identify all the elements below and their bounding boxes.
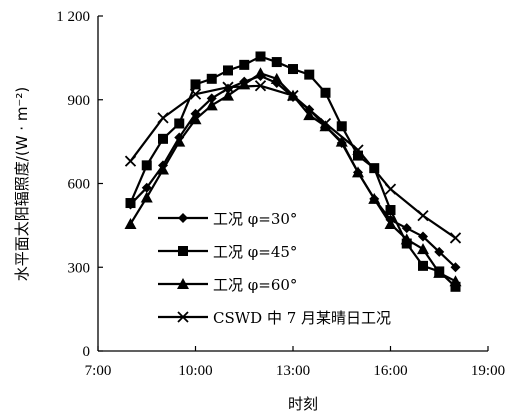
data-point-square — [288, 64, 298, 75]
y-axis-title: 水平面太阳辐照度/(W · m⁻²) — [13, 87, 31, 281]
data-point-square — [158, 133, 168, 144]
data-point-square — [271, 57, 282, 68]
x-axis-title: 时刻 — [288, 395, 318, 413]
data-point-x — [384, 183, 397, 195]
data-point-diamond — [206, 93, 217, 104]
data-point-triangle — [352, 166, 364, 178]
data-point-triangle — [417, 243, 429, 255]
y-tick-label: 0 — [83, 344, 91, 360]
legend-marker-x — [177, 311, 189, 323]
data-point-diamond — [223, 83, 233, 94]
data-point-square — [320, 87, 331, 98]
data-point-square — [125, 198, 136, 209]
data-point-square — [141, 160, 152, 171]
data-point-triangle — [270, 72, 283, 84]
data-point-square — [353, 150, 363, 161]
legend-marker-triangle — [177, 278, 189, 289]
data-point-x — [189, 88, 202, 100]
data-point-triangle — [335, 135, 348, 147]
data-point-square — [385, 205, 396, 216]
data-point-x — [287, 89, 299, 102]
data-point-triangle — [238, 78, 251, 90]
data-point-square — [369, 163, 380, 174]
y-tick-label: 1 200 — [56, 9, 90, 25]
data-point-x — [157, 112, 169, 124]
x-tick-label: 19:00 — [471, 363, 505, 379]
data-point-triangle — [303, 109, 316, 121]
data-point-square — [336, 121, 347, 132]
data-point-triangle — [368, 192, 381, 204]
data-point-x — [254, 80, 267, 92]
data-point-triangle — [449, 275, 462, 287]
data-point-triangle — [173, 135, 186, 147]
data-point-x — [124, 155, 137, 167]
data-point-triangle — [319, 120, 332, 132]
data-point-square — [418, 260, 428, 271]
data-point-diamond — [418, 231, 428, 242]
data-point-square — [206, 73, 217, 84]
data-point-triangle — [205, 99, 218, 111]
data-point-square — [255, 51, 266, 62]
data-point-square — [174, 118, 185, 129]
legend-label: CSWD 中 7 月某晴日工况 — [213, 309, 391, 327]
data-point-square — [223, 65, 233, 76]
data-point-triangle — [254, 67, 267, 79]
data-point-square — [239, 59, 250, 70]
legend-label: 工况 φ=45° — [213, 243, 297, 261]
x-tick-label: 16:00 — [373, 363, 407, 379]
y-tick-label: 600 — [68, 177, 91, 193]
data-point-diamond — [434, 246, 445, 257]
data-point-triangle — [400, 233, 413, 245]
data-point-triangle — [124, 217, 137, 229]
data-point-triangle — [433, 266, 446, 278]
data-point-x — [319, 117, 332, 130]
data-point-square — [450, 281, 461, 292]
data-point-triangle — [157, 163, 169, 175]
data-point-square — [304, 69, 315, 80]
data-point-x — [352, 144, 364, 156]
legend-label: 工况 φ=60° — [213, 276, 297, 294]
legend-label: 工况 φ=30° — [213, 210, 297, 228]
data-point-diamond — [401, 223, 412, 234]
x-tick-label: 7:00 — [85, 363, 112, 379]
data-point-triangle — [189, 113, 202, 125]
data-point-x — [222, 81, 234, 93]
legend-marker-diamond — [178, 213, 188, 223]
series-markers — [124, 51, 462, 292]
axis-ticks: 7:00 10:00 13:00 16:00 19:00 0 300 600 900 1 200 — [56, 9, 505, 379]
x-tick-label: 13:00 — [276, 363, 310, 379]
data-point-triangle — [384, 217, 397, 229]
data-point-diamond — [450, 262, 461, 273]
data-point-x — [449, 232, 462, 244]
legend-marker-square — [178, 246, 188, 256]
y-tick-label: 300 — [68, 260, 91, 276]
legend: 工况 φ=30° 工况 φ=45° 工况 φ=60° CSWD 中 7 月某晴日工况 — [158, 210, 391, 327]
data-point-square — [190, 79, 201, 90]
data-point-x — [417, 209, 429, 222]
data-point-triangle — [222, 89, 234, 101]
y-tick-label: 900 — [68, 93, 91, 109]
data-point-diamond — [141, 182, 152, 193]
x-tick-label: 10:00 — [178, 363, 212, 379]
data-point-triangle — [140, 191, 153, 203]
